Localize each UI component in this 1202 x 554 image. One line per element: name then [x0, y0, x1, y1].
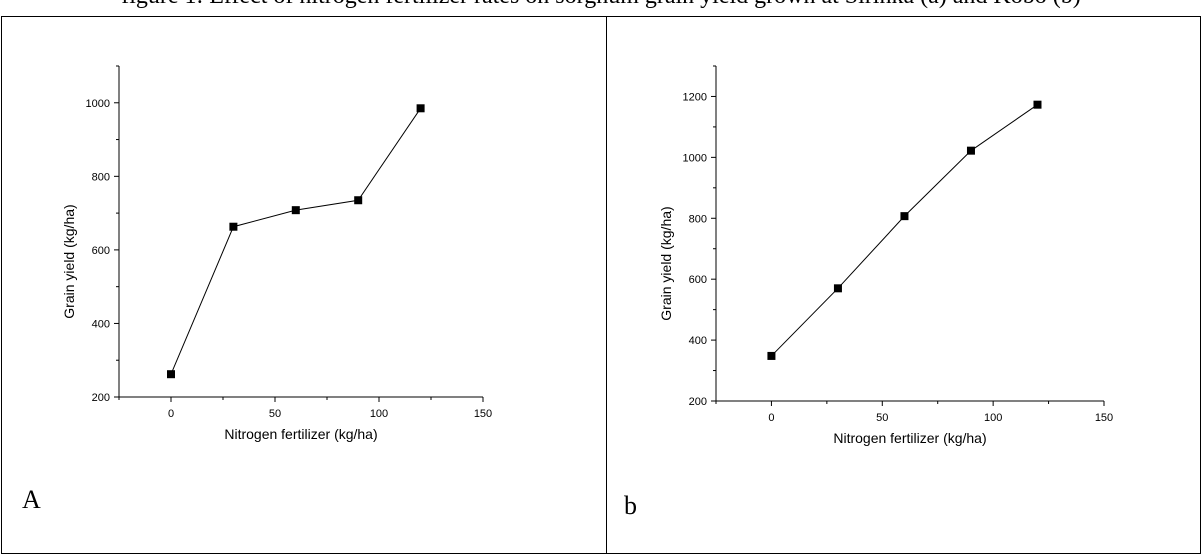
- y-tick-label: 600: [92, 245, 110, 257]
- y-tick-label: 400: [689, 335, 707, 347]
- y-tick-label: 200: [92, 392, 110, 404]
- y-tick-label: 400: [92, 318, 110, 330]
- x-tick-label: 100: [370, 408, 388, 420]
- y-axis-title: Grain yield (kg/ha): [61, 204, 77, 318]
- x-tick-label: 0: [168, 408, 174, 420]
- data-point: [900, 212, 909, 221]
- chart-panel-b: 200 400 600 800 1000 1200 0 50 100 150 Nitrogen fe…: [606, 16, 1201, 554]
- data-point: [416, 104, 425, 113]
- chart-b: 200 400 600 800 1000 1200 0 50 100 150 Nitrogen fe…: [658, 65, 1113, 446]
- data-point: [291, 206, 300, 215]
- panel-label-a: A: [22, 485, 41, 514]
- series-line: [170, 108, 422, 375]
- chart-panel-a: 200 400 600 800 1000 0 50 100 150 Nitrogen fertil…: [1, 16, 607, 554]
- x-tick-label: 150: [1095, 412, 1113, 424]
- y-tick-label: 1000: [683, 152, 707, 164]
- x-tick-label: 50: [876, 412, 888, 424]
- x-axis-title: Nitrogen fertilizer (kg/ha): [833, 430, 986, 446]
- y-tick-label: 200: [689, 396, 707, 408]
- series-line: [771, 104, 1038, 357]
- data-point: [1033, 100, 1042, 109]
- figure-caption: figure 1: Effect of nitrogen fertilizer …: [0, 0, 1202, 8]
- x-axis-title: Nitrogen fertilizer (kg/ha): [224, 426, 377, 442]
- x-tick-label: 100: [984, 412, 1002, 424]
- y-tick-label: 800: [92, 171, 110, 183]
- data-point: [229, 222, 238, 231]
- y-axis-title: Grain yield (kg/ha): [658, 206, 674, 320]
- panel-label-b: b: [624, 491, 637, 520]
- data-point: [167, 370, 175, 379]
- x-tick-label: 150: [474, 408, 492, 420]
- data-point: [767, 351, 776, 360]
- data-point: [966, 146, 975, 155]
- y-tick-label: 600: [689, 274, 707, 286]
- x-tick-label: 0: [768, 412, 774, 424]
- y-tick-label: 800: [689, 213, 707, 225]
- y-tick-label: 1000: [86, 98, 110, 110]
- y-tick-label: 1200: [683, 91, 707, 103]
- chart-a: 200 400 600 800 1000 0 50 100 150 Nitrogen fertil…: [61, 65, 492, 442]
- data-point: [354, 196, 363, 205]
- x-tick-label: 50: [269, 408, 281, 420]
- data-point: [833, 284, 842, 293]
